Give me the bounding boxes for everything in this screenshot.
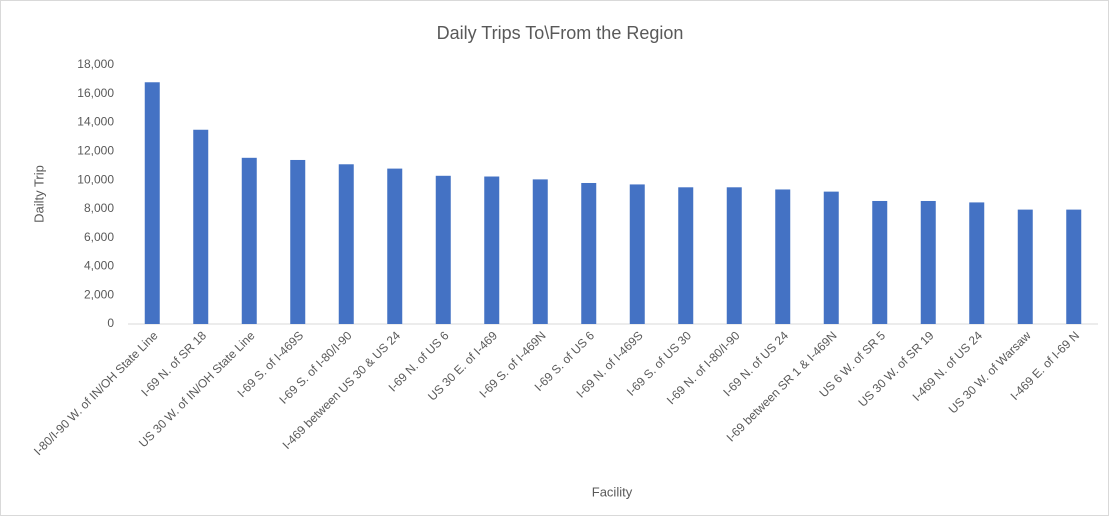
y-tick-label: 14,000 bbox=[77, 115, 114, 129]
y-tick-label: 4,000 bbox=[84, 259, 114, 273]
bar bbox=[726, 187, 742, 324]
bar bbox=[435, 175, 451, 324]
bar bbox=[775, 189, 791, 324]
bar bbox=[193, 129, 209, 324]
bar bbox=[387, 168, 403, 324]
y-tick-label: 10,000 bbox=[77, 172, 114, 186]
bar bbox=[338, 164, 354, 324]
y-tick-label: 2,000 bbox=[84, 287, 114, 301]
bar bbox=[1066, 209, 1082, 324]
bar bbox=[241, 157, 257, 324]
y-tick-label: 18,000 bbox=[77, 57, 114, 71]
bar bbox=[969, 202, 985, 324]
bar bbox=[920, 200, 936, 324]
bar bbox=[823, 191, 839, 324]
chart-title: Daily Trips To\From the Region bbox=[437, 23, 684, 43]
bar bbox=[1017, 209, 1033, 324]
y-tick-label: 12,000 bbox=[77, 144, 114, 158]
bar bbox=[532, 179, 548, 324]
bar bbox=[872, 200, 888, 324]
x-axis-title: Facility bbox=[592, 484, 633, 499]
y-tick-label: 8,000 bbox=[84, 201, 114, 215]
bar bbox=[678, 187, 694, 324]
y-tick-label: 6,000 bbox=[84, 230, 114, 244]
bar bbox=[581, 182, 597, 324]
y-axis-title: Dailty Trip bbox=[31, 165, 46, 223]
bar bbox=[290, 159, 306, 324]
bar bbox=[144, 82, 160, 325]
y-tick-label: 16,000 bbox=[77, 86, 114, 100]
y-tick-label: 0 bbox=[107, 316, 114, 330]
bar bbox=[629, 184, 645, 324]
bar bbox=[484, 176, 500, 324]
